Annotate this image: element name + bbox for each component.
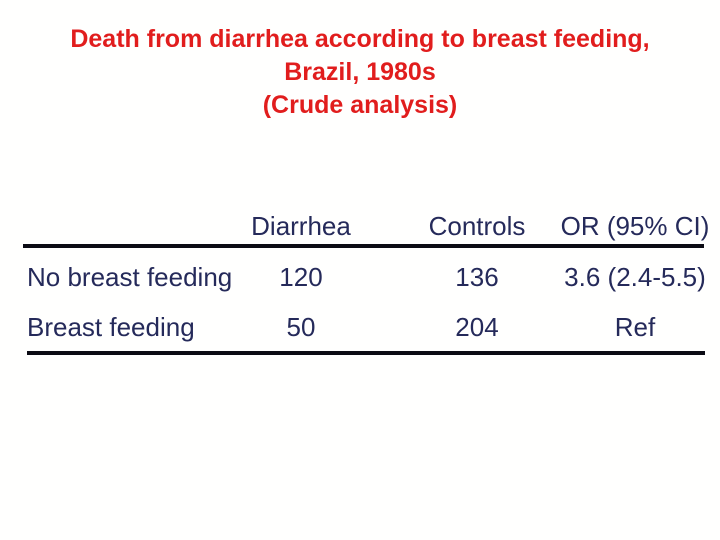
column-header-controls: Controls [428, 211, 526, 241]
cell-bf-or-ci: Ref [614, 312, 656, 342]
row-label-no-breast-feeding: No breast feeding [27, 262, 233, 292]
slide-title: Death from diarrhea according to breast … [0, 23, 720, 122]
column-header-diarrhea: Diarrhea [251, 211, 351, 241]
table-bottom-rule [27, 351, 705, 355]
title-line-2: Brazil, 1980s [284, 58, 436, 86]
column-header-or-ci: OR (95% CI) [560, 211, 710, 241]
cell-bf-controls: 204 [455, 312, 499, 342]
cell-no-bf-controls: 136 [455, 262, 499, 292]
table-header-rule [23, 244, 704, 248]
cell-bf-diarrhea: 50 [286, 312, 316, 342]
cell-no-bf-or-ci: 3.6 (2.4-5.5) [564, 262, 706, 292]
title-line-1: Death from diarrhea according to breast … [70, 25, 650, 53]
title-line-3: (Crude analysis) [262, 91, 458, 119]
cell-no-bf-diarrhea: 120 [279, 262, 323, 292]
row-label-breast-feeding: Breast feeding [27, 312, 195, 342]
